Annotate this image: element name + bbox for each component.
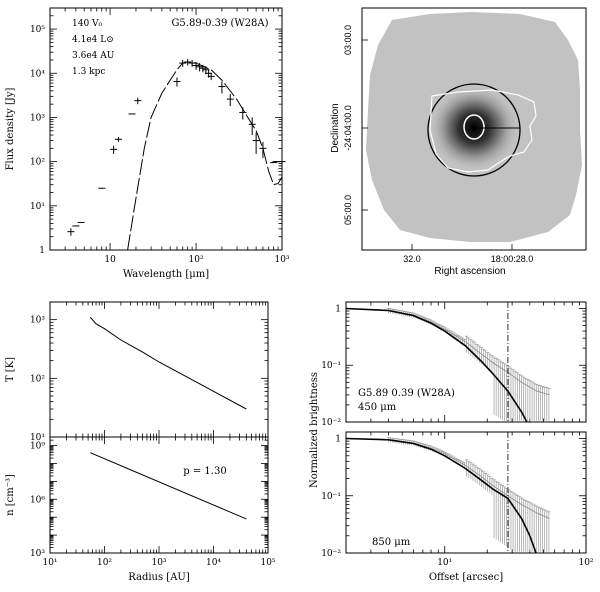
temperature-ytick-label: 10² (30, 374, 45, 384)
profile-850-ytick-label: 10⁻² (321, 549, 341, 559)
profile-450-model-line (346, 307, 528, 422)
density-xtick-label: 10¹ (42, 558, 57, 568)
density-frame (49, 436, 269, 554)
sed-param: 140 V₀ (72, 19, 103, 29)
profile-850-observed-line (346, 438, 550, 519)
density-xtick-label: 10² (97, 558, 112, 568)
temperature-line (89, 316, 247, 410)
map-ylabel: Declination (330, 103, 341, 152)
map-xtick-label: 18:00:28.0 (491, 254, 534, 264)
sed-model-line (127, 61, 282, 250)
sed-ylabel: Flux density [Jy] (5, 88, 16, 171)
map-xlabel: Right ascension (434, 266, 505, 277)
density-annotation: p = 1.30 (183, 466, 226, 477)
sed-ytick-label: 10⁴ (30, 69, 45, 79)
profile-450-observed-line (346, 308, 550, 396)
map-ytick-label: -24:04:00.0 (343, 105, 353, 151)
profile-850-xtick-label: 10² (578, 558, 593, 568)
sed-ytick-label: 1 (39, 246, 45, 256)
density-ytick-label: 10⁹ (30, 442, 45, 452)
temperature-ytick-label: 10³ (30, 316, 45, 326)
profile-xlabel: Offset [arcsec] (429, 572, 503, 583)
temperature-frame (49, 301, 269, 438)
density-line (90, 452, 247, 520)
sed-ytick-label: 10⁵ (30, 25, 45, 35)
sed-param: 3.6e4 AU (72, 51, 115, 61)
map-frame (361, 7, 587, 251)
profile-450-ytick-label: 10⁻¹ (321, 361, 341, 371)
profile-850-wavelength: 850 μm (372, 537, 411, 548)
map-xtick-label: 32.0 (403, 254, 421, 264)
map-ytick-label: 03:00.0 (343, 25, 353, 55)
sed-xtick-label: 10 (104, 255, 116, 265)
profile-450-ytick-label: 1 (335, 304, 341, 314)
sed-xtick-label: 10³ (274, 255, 289, 265)
sed-ytick-label: 10² (30, 158, 45, 168)
profile-850-model-line (346, 437, 537, 553)
profile-450-frame (345, 301, 587, 423)
profile-850-ytick-label: 1 (335, 435, 341, 445)
map-ytick-label: 05:00.0 (343, 195, 353, 225)
sed-ytick-label: 10³ (30, 113, 45, 123)
profile-850-ytick-label: 10⁻¹ (321, 492, 341, 502)
profile-ylabel: Normalized brightness (309, 372, 320, 488)
map-contour-inner (463, 114, 485, 140)
density-xtick-label: 10⁴ (206, 558, 221, 568)
profile-850-xtick-label: 10¹ (437, 558, 452, 568)
sed-param: 4.1e4 L⊙ (72, 35, 114, 45)
temperature-ytick-label: 10¹ (30, 433, 45, 443)
temperature-ylabel: T [K] (5, 357, 16, 382)
sed-xtick-label: 10² (189, 255, 204, 265)
density-xtick-label: 10³ (151, 558, 166, 568)
sed-ytick-label: 10¹ (30, 202, 45, 212)
density-ytick-label: 10³ (30, 549, 45, 559)
profile-450-label: G5.89 0.39 (W28A) (358, 388, 455, 399)
sed-frame (49, 7, 283, 251)
sed-title: G5.89-0.39 (W28A) (171, 18, 268, 29)
density-xlabel: Radius [AU] (128, 572, 190, 583)
profile-850-frame (345, 431, 587, 554)
density-ytick-label: 10⁶ (30, 495, 45, 505)
map-contour-outer (429, 89, 537, 173)
sed-xlabel: Wavelength [μm] (123, 269, 209, 280)
map-beam-circle (427, 83, 521, 177)
profile-450-ytick-label: 10⁻² (321, 418, 341, 428)
sed-param: 1.3 kpc (72, 67, 105, 77)
density-ylabel: n [cm⁻³] (5, 474, 16, 516)
profile-450-wavelength: 450 μm (358, 402, 397, 413)
density-xtick-label: 10⁵ (260, 558, 275, 568)
